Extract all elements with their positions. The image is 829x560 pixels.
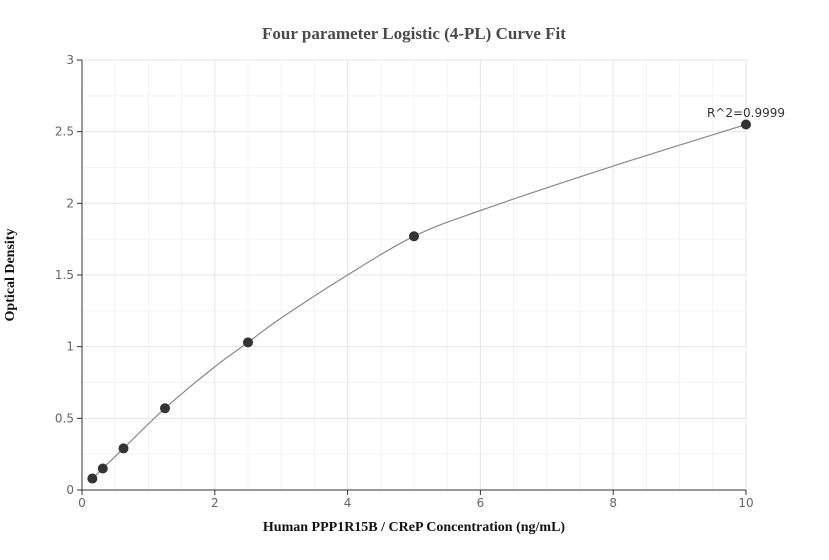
- r-squared-annotation: R^2=0.9999: [707, 106, 785, 120]
- x-tick-label: 0: [78, 496, 86, 510]
- fit-curve: [91, 123, 747, 479]
- x-tick-label: 8: [609, 496, 617, 510]
- y-tick-label: 2.5: [55, 125, 74, 139]
- x-tick-label: 2: [211, 496, 219, 510]
- y-tick-label: 0: [66, 483, 74, 497]
- x-tick-label: 6: [477, 496, 485, 510]
- data-point: [243, 337, 253, 348]
- ticks: 0 2 4 6 8 10 0 0.5 1 1.5 2 2.5 3: [55, 53, 754, 510]
- data-point: [87, 473, 98, 484]
- y-axis-title: Optical Density: [3, 229, 18, 322]
- chart-title: Four parameter Logistic (4-PL) Curve Fit: [262, 24, 566, 43]
- data-point: [118, 443, 129, 454]
- y-tick-label: 3: [66, 53, 74, 67]
- grid: [82, 59, 747, 490]
- data-point: [741, 119, 751, 130]
- y-tick-label: 0.5: [55, 411, 74, 425]
- data-point: [97, 463, 108, 474]
- y-tick-label: 1: [66, 340, 74, 354]
- data-points: [87, 119, 751, 484]
- x-tick-label: 4: [344, 496, 352, 510]
- data-point: [160, 403, 170, 414]
- data-point: [409, 231, 419, 242]
- y-tick-label: 1.5: [55, 268, 74, 282]
- x-tick-label: 10: [738, 496, 753, 510]
- x-axis-title: Human PPP1R15B / CReP Concentration (ng/…: [263, 520, 565, 535]
- y-tick-label: 2: [66, 196, 74, 210]
